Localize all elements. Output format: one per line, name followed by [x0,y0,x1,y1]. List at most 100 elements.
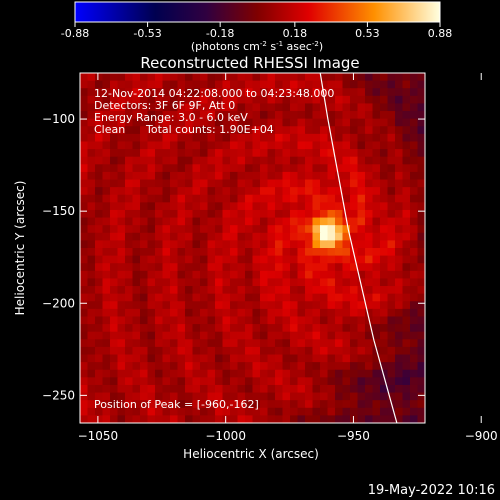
image-cell [155,301,164,310]
image-cell [357,415,366,423]
image-cell [155,286,164,295]
image-cell [402,95,411,105]
image-cell [245,286,254,295]
image-cell [410,392,419,401]
image-cell [267,164,276,173]
image-cell [357,362,366,371]
image-cell [335,407,344,416]
image-cell [350,263,359,272]
image-cell [132,263,141,272]
image-cell [125,407,134,416]
image-cell [177,301,186,310]
image-cell [387,133,396,143]
image-cell [387,179,396,188]
image-cell [282,286,291,295]
image-cell [117,179,126,188]
image-cell [357,141,366,150]
image-cell [245,301,254,310]
image-cell [417,339,425,348]
image-cell [117,209,126,219]
image-cell [260,240,269,249]
image-cell [162,240,171,249]
image-cell [372,377,381,386]
image-cell [395,95,404,105]
image-cell [125,133,134,143]
image-cell [312,362,321,371]
image-cell [192,407,201,416]
image-cell [387,111,396,120]
image-cell [207,293,216,302]
image-cell [365,362,374,371]
image-cell [147,187,156,196]
image-cell [95,118,104,127]
image-cell [372,95,381,105]
image-cell [372,187,381,196]
image-cell [117,286,126,295]
image-cell [395,194,404,203]
image-cell [95,354,104,363]
image-cell [417,118,425,127]
image-cell [170,293,179,302]
image-cell [207,270,216,280]
image-cell [290,73,299,82]
image-cell [230,407,239,416]
image-cell [402,415,411,423]
image-cell [252,232,261,241]
image-cell [282,95,291,105]
image-cell [267,346,276,356]
image-cell [215,171,224,181]
image-cell [185,95,194,105]
image-cell [87,217,96,226]
image-cell [335,80,344,89]
image-cell [237,133,246,143]
image-cell [275,133,284,143]
image-cell [132,232,141,241]
y-tick-label: −200 [42,296,75,310]
image-cell [110,80,119,89]
image-cell [237,301,246,310]
image-cell [230,308,239,318]
image-cell [102,255,111,264]
image-cell [327,392,336,401]
image-cell [297,209,306,219]
image-cell [110,248,119,257]
image-cell [275,103,284,112]
image-cell [200,384,209,394]
image-cell [335,331,344,340]
image-cell [132,103,141,112]
image-cell [357,95,366,105]
image-cell [290,316,299,325]
image-cell [140,293,149,302]
image-cell [290,301,299,310]
image-cell [282,415,291,423]
image-cell [95,263,104,272]
image-cell [320,232,329,241]
image-cell [327,255,336,264]
image-cell [417,255,425,264]
image-cell [170,369,179,378]
image-cell [305,118,314,127]
image-cell [162,217,171,226]
image-cell [170,103,179,112]
image-cell [350,293,359,302]
image-cell [290,80,299,89]
image-cell [297,255,306,264]
image-cell [380,88,389,97]
image-cell [117,217,126,226]
image-cell [290,225,299,234]
image-cell [177,80,186,89]
image-cell [102,369,111,378]
image-cell [230,133,239,143]
image-cell [147,118,156,127]
image-cell [312,111,321,120]
image-cell [357,149,366,158]
image-cell [237,248,246,257]
image-cell [192,362,201,371]
image-cell [192,88,201,97]
image-cell [230,286,239,295]
image-cell [365,346,374,356]
image-cell [147,149,156,158]
image-cell [305,400,314,409]
image-cell [260,362,269,371]
image-cell [237,111,246,120]
